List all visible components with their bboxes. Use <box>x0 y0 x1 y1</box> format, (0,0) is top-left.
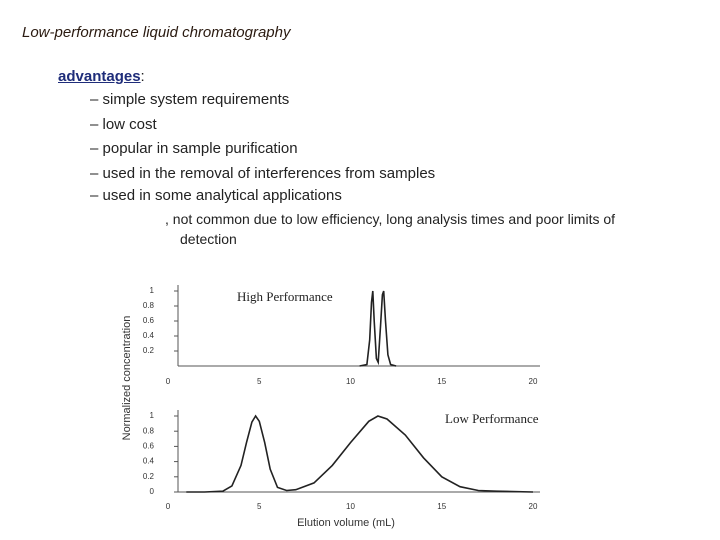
x-tick-label: 10 <box>346 502 355 511</box>
x-tick-label: 0 <box>166 502 171 511</box>
x-axis-label: Elution volume (mL) <box>297 517 395 529</box>
x-tick-label: 0 <box>166 377 171 386</box>
bullet: – low cost <box>90 116 157 133</box>
y-tick-label: 0.2 <box>143 472 155 481</box>
note-line: , not common due to low efficiency, long… <box>165 211 616 227</box>
x-tick-label: 15 <box>437 377 446 386</box>
y-tick-label: 0.8 <box>143 426 155 435</box>
y-tick-label: 1 <box>150 286 155 295</box>
heading: advantages: <box>58 68 145 85</box>
y-tick-label: 0 <box>150 487 155 496</box>
x-tick-label: 15 <box>437 502 446 511</box>
slide-title: Low-performance liquid chromatography <box>22 24 291 41</box>
panel-title: High Performance <box>237 289 333 304</box>
y-tick-label: 0.4 <box>143 457 155 466</box>
x-tick-label: 20 <box>529 502 538 511</box>
y-tick-label: 0.6 <box>143 442 155 451</box>
heading-suffix: : <box>140 68 145 85</box>
y-tick-label: 1 <box>150 411 155 420</box>
elution-curve <box>359 290 397 367</box>
x-tick-label: 10 <box>346 377 355 386</box>
bullet: – used in the removal of interferences f… <box>90 165 436 182</box>
y-tick-label: 0.2 <box>143 346 155 355</box>
x-tick-label: 5 <box>257 502 262 511</box>
y-axis-label: Normalized concentration <box>121 316 133 441</box>
heading-text: advantages <box>58 68 141 85</box>
x-tick-label: 5 <box>257 377 262 386</box>
y-tick-label: 0.6 <box>143 316 155 325</box>
y-tick-label: 0.4 <box>143 331 155 340</box>
bullet: – simple system requirements <box>90 91 290 108</box>
y-tick-label: 0.8 <box>143 301 155 310</box>
x-tick-label: 20 <box>529 377 538 386</box>
note-line: detection <box>180 231 237 247</box>
panel-title: Low Performance <box>445 411 539 426</box>
bullet: – used in some analytical applications <box>90 187 342 204</box>
elution-curve <box>186 414 534 493</box>
bullet: – popular in sample purification <box>90 140 298 157</box>
